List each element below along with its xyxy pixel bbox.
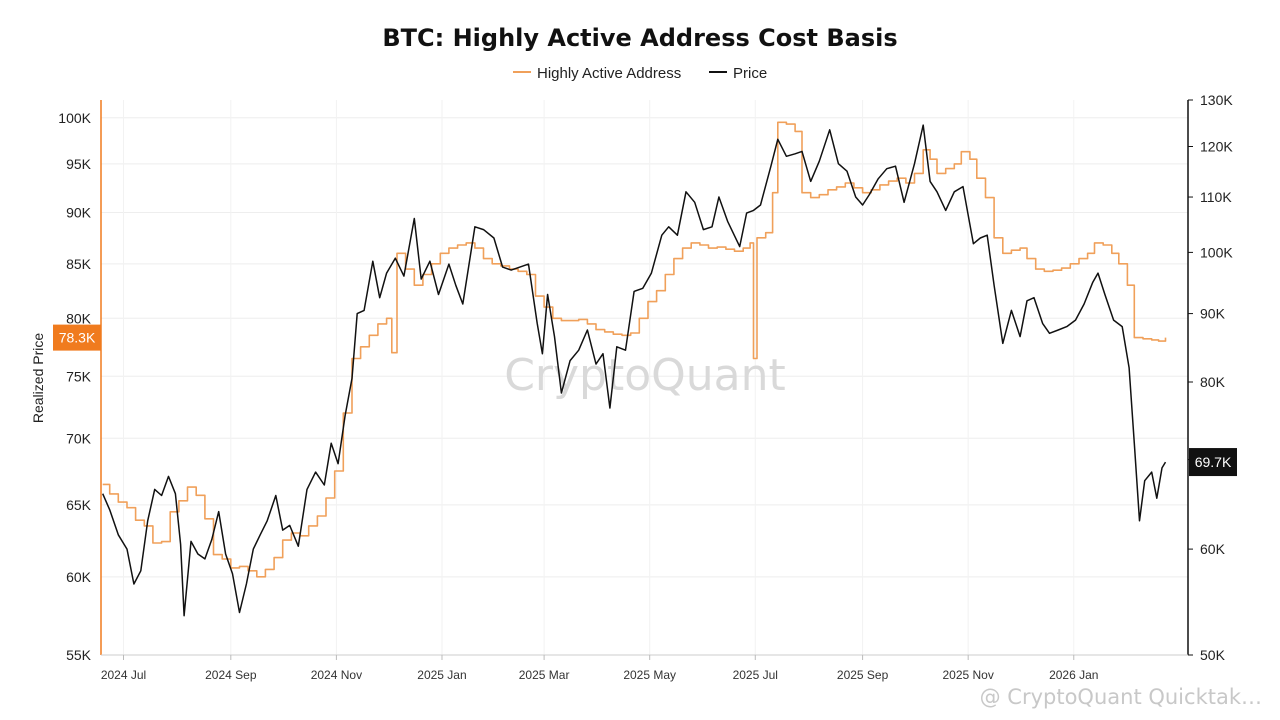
left-tick-label: 65K: [66, 497, 92, 513]
x-tick-label: 2025 Nov: [942, 668, 993, 682]
legend-label-highly-active-address: Highly Active Address: [537, 65, 681, 82]
value-badges: 78.3K 69.7K: [53, 324, 1237, 477]
x-tick-label: 2024 Nov: [311, 668, 362, 682]
right-tick-label: 90K: [1200, 306, 1226, 322]
right-tick-label: 60K: [1200, 541, 1226, 557]
watermark: CryptoQuant: [504, 350, 786, 401]
footer-credit: @ CryptoQuant Quicktak…: [980, 685, 1262, 709]
series-line-highly-active-address[interactable]: [102, 121, 1167, 578]
left-tick-label: 85K: [66, 256, 92, 272]
left-axis-title: Realized Price: [30, 333, 46, 423]
series-layer: [102, 121, 1167, 617]
x-tick-label: 2025 Jan: [417, 668, 466, 682]
left-tick-label: 100K: [58, 110, 91, 126]
x-tick-label: 2024 Jul: [101, 668, 146, 682]
legend[interactable]: Highly Active Address Price: [513, 65, 767, 82]
legend-label-price: Price: [733, 65, 767, 82]
right-axis-ticks: 50K60K70K80K90K100K110K120K130K: [1188, 92, 1233, 663]
left-tick-label: 90K: [66, 204, 92, 220]
x-axis-ticks: 2024 Jul 2024 Sep 2024 Nov 2025 Jan 2025 Mar…: [101, 655, 1098, 682]
left-tick-label: 70K: [66, 430, 92, 446]
left-tick-label: 75K: [66, 368, 92, 384]
left-tick-label: 60K: [66, 569, 92, 585]
left-current-value-badge: [53, 324, 101, 351]
x-tick-label: 2025 May: [623, 668, 676, 682]
left-tick-label: 80K: [66, 310, 92, 326]
right-tick-label: 120K: [1200, 138, 1233, 154]
left-tick-label: 95K: [66, 156, 92, 172]
x-tick-label: 2025 Sep: [837, 668, 889, 682]
right-tick-label: 110K: [1200, 189, 1232, 205]
right-tick-label: 130K: [1200, 92, 1233, 108]
left-tick-label: 55K: [66, 647, 92, 663]
chart-title: BTC: Highly Active Address Cost Basis: [382, 24, 897, 52]
right-current-value-label: 69.7K: [1195, 454, 1232, 470]
left-axis-ticks: 55K 60K 65K 70K 75K 80K 85K 90K 95K 100K: [58, 110, 91, 663]
left-current-value-label: 78.3K: [59, 330, 96, 346]
right-tick-label: 100K: [1200, 244, 1233, 260]
x-tick-label: 2025 Mar: [519, 668, 570, 682]
x-tick-label: 2026 Jan: [1049, 668, 1098, 682]
x-tick-label: 2025 Jul: [733, 668, 778, 682]
right-current-value-badge: [1189, 448, 1237, 477]
right-tick-label: 80K: [1200, 374, 1226, 390]
right-tick-label: 50K: [1200, 647, 1226, 663]
x-tick-label: 2024 Sep: [205, 668, 257, 682]
series-line-price[interactable]: [102, 124, 1167, 617]
